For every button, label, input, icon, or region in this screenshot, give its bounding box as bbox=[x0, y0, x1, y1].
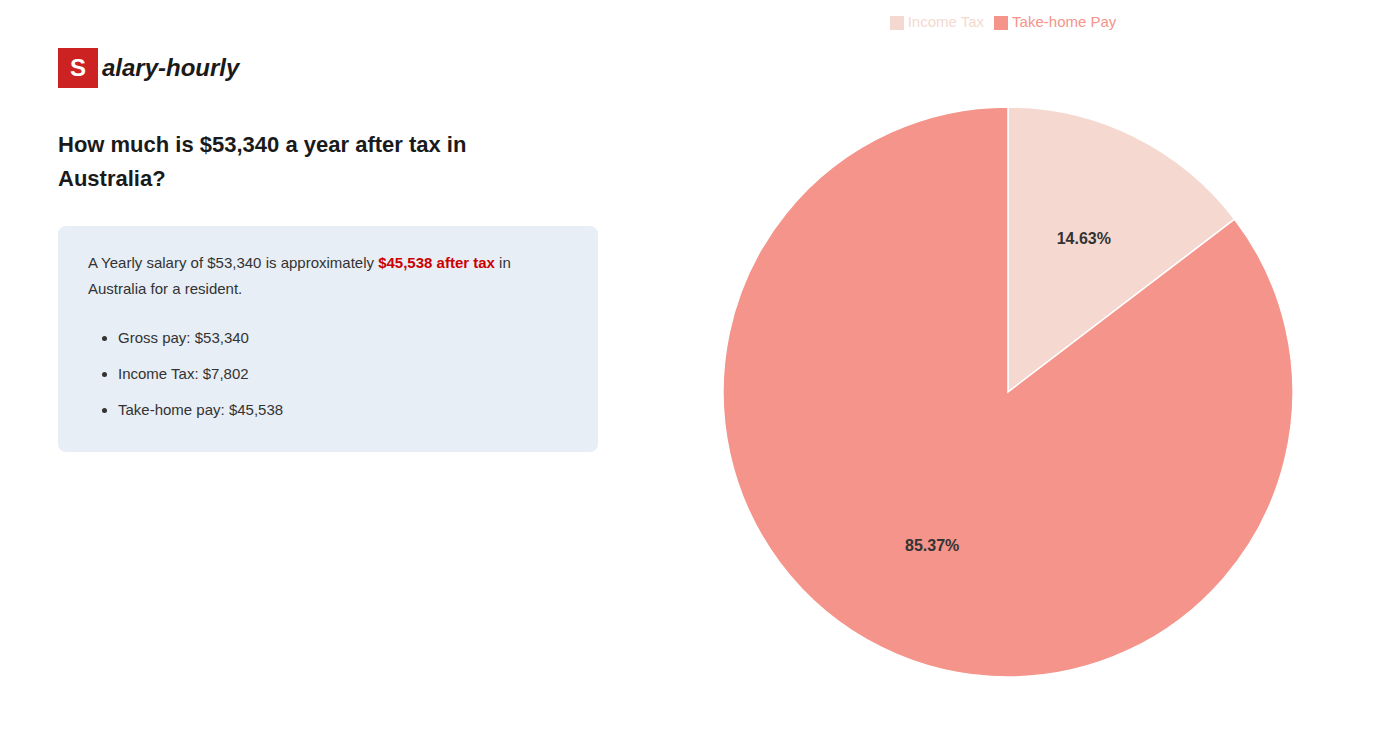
html-text:Take-home pay: $45,538: Take-home pay: $45,538 bbox=[118, 401, 284, 418]
html-text:Take-home Pay: Take-home Pay bbox=[1012, 13, 1117, 30]
svg-text:14.63%: 14.63% bbox=[1057, 230, 1111, 247]
html-text:Income Tax: Income Tax bbox=[907, 13, 985, 30]
html-text:alary-hourly: alary-hourly bbox=[102, 54, 240, 81]
html-text:How much is $53,340 a year aft: How much is $53,340 a year after tax in bbox=[58, 132, 467, 157]
html-text:Income Tax: $7,802: Income Tax: $7,802 bbox=[118, 365, 249, 382]
html-text:A Yearly salary of $53,340 is: A Yearly salary of $53,340 is approximat… bbox=[88, 254, 511, 271]
html-text:Australia?: Australia? bbox=[58, 166, 166, 191]
html-text:S: S bbox=[70, 54, 86, 81]
html-text:Australia for a resident.: Australia for a resident. bbox=[88, 280, 243, 297]
svg-text:85.37%: 85.37% bbox=[905, 537, 959, 554]
html-text:Gross pay: $53,340: Gross pay: $53,340 bbox=[118, 329, 249, 346]
